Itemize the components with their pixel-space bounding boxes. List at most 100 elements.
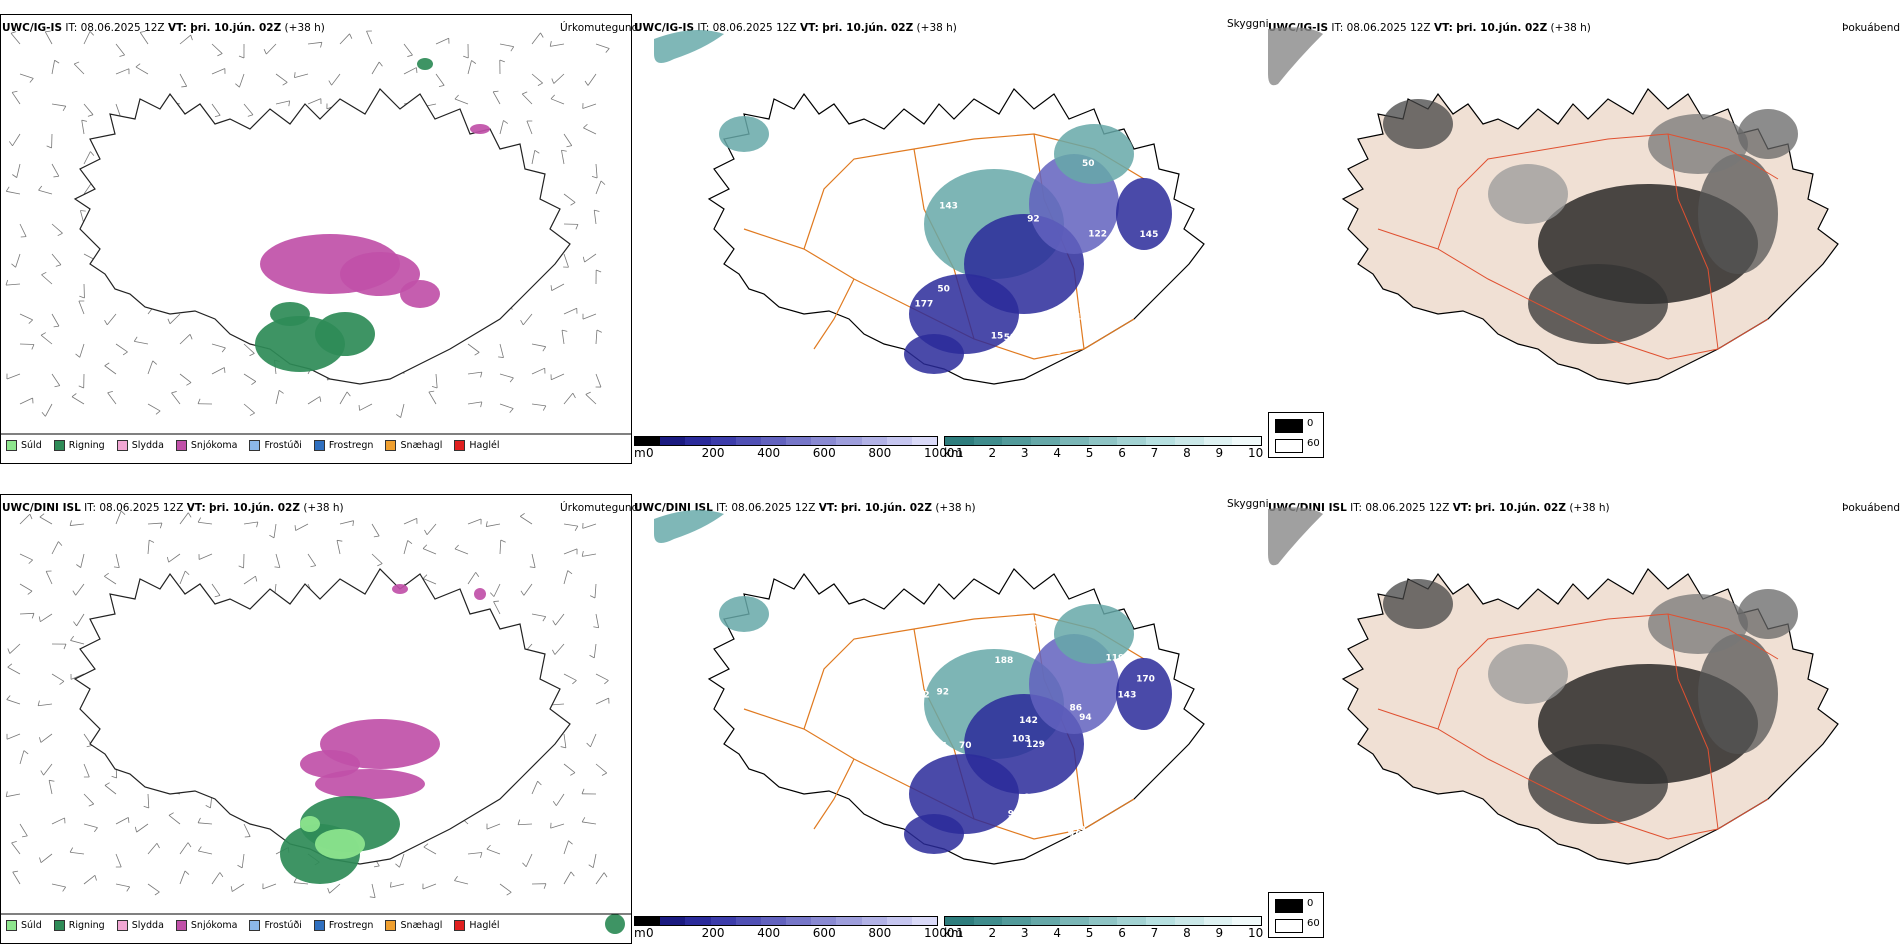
cloud-base-label: 183 [1018, 621, 1037, 631]
legend-item: Slydda [116, 440, 164, 451]
vt-value: þri. 10.jún. 02Z [1475, 502, 1566, 514]
colorbar-segment [710, 437, 736, 445]
cloud-base-label: 92 [1024, 793, 1037, 803]
vt-value: þri. 10.jún. 02Z [822, 22, 914, 34]
vt-label: VT: [799, 22, 819, 34]
legend-item: Slydda [116, 920, 164, 931]
cloud-base-label: 50 [1128, 819, 1141, 829]
legend-swatch [53, 920, 65, 931]
visibility-map: 15 17 92 105 145 177 49 112 122 143 50 51 59 93 50 669 1… [654, 30, 1205, 385]
it-value: 08.06.2025 12Z [80, 22, 165, 34]
legend-swatch [454, 440, 466, 451]
legend-item: Frostúði [249, 920, 302, 931]
fog-map [1268, 507, 1839, 865]
colorbar-unit: km [944, 926, 963, 940]
legend-item: Snæhagl [385, 440, 442, 451]
colorbar-segment [861, 437, 887, 445]
legend-swatch [175, 920, 187, 931]
cloud-base-label: 188 [995, 656, 1014, 666]
vt-label: VT: [186, 502, 206, 514]
colorbar [944, 916, 1262, 926]
legend-swatch [249, 440, 261, 451]
legend-label: 0 [1307, 898, 1314, 909]
colorbar-segment [1059, 437, 1089, 445]
legend-swatch [313, 920, 325, 931]
colorbar-segment [836, 917, 862, 925]
panel-title-precip: Úrkomutegund [560, 502, 639, 514]
colorbar-segment [1117, 437, 1147, 445]
vt-value: þri. 10.jún. 02Z [209, 502, 300, 514]
colorbar-segment [1059, 917, 1089, 925]
colorbar-segment [973, 917, 1003, 925]
colorbar-tick-label: 0 [646, 446, 654, 460]
colorbar-segment [1002, 437, 1032, 445]
panel-title-fog: Þokuábendi [1842, 22, 1900, 34]
it-label: IT: [716, 502, 729, 514]
legend-swatch [53, 440, 65, 451]
colorbar-segment [911, 917, 938, 925]
roads [1377, 133, 1779, 360]
colorbar-tick-label: 600 [812, 926, 836, 940]
colorbar-tick-label: 3 [1020, 446, 1029, 460]
cloud-base-label: 105 [889, 163, 908, 173]
cloud-base-label: 52 [917, 691, 930, 701]
legend-item: Snæhagl [385, 920, 442, 931]
cloud-base-label: 94 [1079, 713, 1092, 723]
colorbar-tick-label: 5 [1085, 446, 1094, 460]
colorbar-segment [1203, 917, 1233, 925]
colorbar-tick-label: 2 [988, 446, 997, 460]
cloud-base-label: 97 [1008, 810, 1021, 820]
precip-legend-row2: Súld Rigning Slydda Snjókoma Frostúði Fr… [6, 920, 512, 931]
colorbar-segment [786, 437, 812, 445]
lead-time: (+38 h) [916, 22, 957, 34]
cloud-base-label: 92 [937, 687, 950, 697]
legend-label: 0 [1307, 418, 1314, 429]
fog-map [1268, 27, 1839, 385]
legend-label: 60 [1307, 918, 1320, 929]
it-value: 08.06.2025 12Z [731, 502, 816, 514]
cloud-base-label: 118 [1126, 283, 1145, 293]
it-label: IT: [1350, 502, 1363, 514]
colorbar-segment [1088, 917, 1118, 925]
colorbar-segment [1088, 437, 1118, 445]
colorbar-tick-label: 4 [1053, 926, 1061, 940]
precip-areas [255, 58, 490, 372]
fog-areas [1383, 99, 1798, 344]
colorbar-tick-label: 9 [1215, 926, 1224, 940]
legend-item: Snjókoma [175, 920, 237, 931]
legend-swatch [116, 440, 128, 451]
legend-swatch [313, 440, 325, 451]
colorbar-tick-label: 400 [757, 926, 781, 940]
cloud-base-label: 178 [1072, 305, 1091, 315]
colorbar-tick-label: 1 [956, 446, 964, 460]
it-label: IT: [1331, 22, 1344, 34]
cloud-base-label: 339 [1122, 754, 1141, 764]
it-value: 08.06.2025 12Z [1346, 22, 1431, 34]
legend-swatch [454, 920, 466, 931]
legend-item: Haglél [454, 920, 500, 931]
colorbar-tick-label: 9 [1215, 446, 1224, 460]
colorbar-tick-label: 2 [988, 926, 997, 940]
colorbar-segment [973, 437, 1003, 445]
legend-swatch [175, 440, 187, 451]
panel-title-visibility: Skyggni [1227, 498, 1269, 510]
model-name: UWC/IG-IS [634, 22, 695, 34]
cloud-base-label: 49 [1017, 324, 1030, 334]
legend-swatch [249, 920, 261, 931]
colorbar-segment [760, 917, 787, 925]
colorbar-segment [735, 437, 761, 445]
cloud-base-label: 128 [1126, 781, 1145, 791]
legend-item: Rigning [53, 920, 105, 931]
cloud-base-label: 70 [959, 741, 972, 751]
colorbar-segment [1203, 437, 1233, 445]
cloud-base-label: 143 [1118, 690, 1137, 700]
model-name: UWC/IG-IS [2, 22, 63, 34]
fog-legend-row1: 0 60 [1268, 412, 1324, 458]
colorbar-segment [1232, 917, 1262, 925]
vt-label: VT: [1452, 502, 1472, 514]
colorbar-segment [760, 437, 787, 445]
colorbar-tick-label: 800 [868, 926, 892, 940]
colorbar-tick-label: 5 [1085, 926, 1094, 940]
legend-swatch [385, 920, 397, 931]
